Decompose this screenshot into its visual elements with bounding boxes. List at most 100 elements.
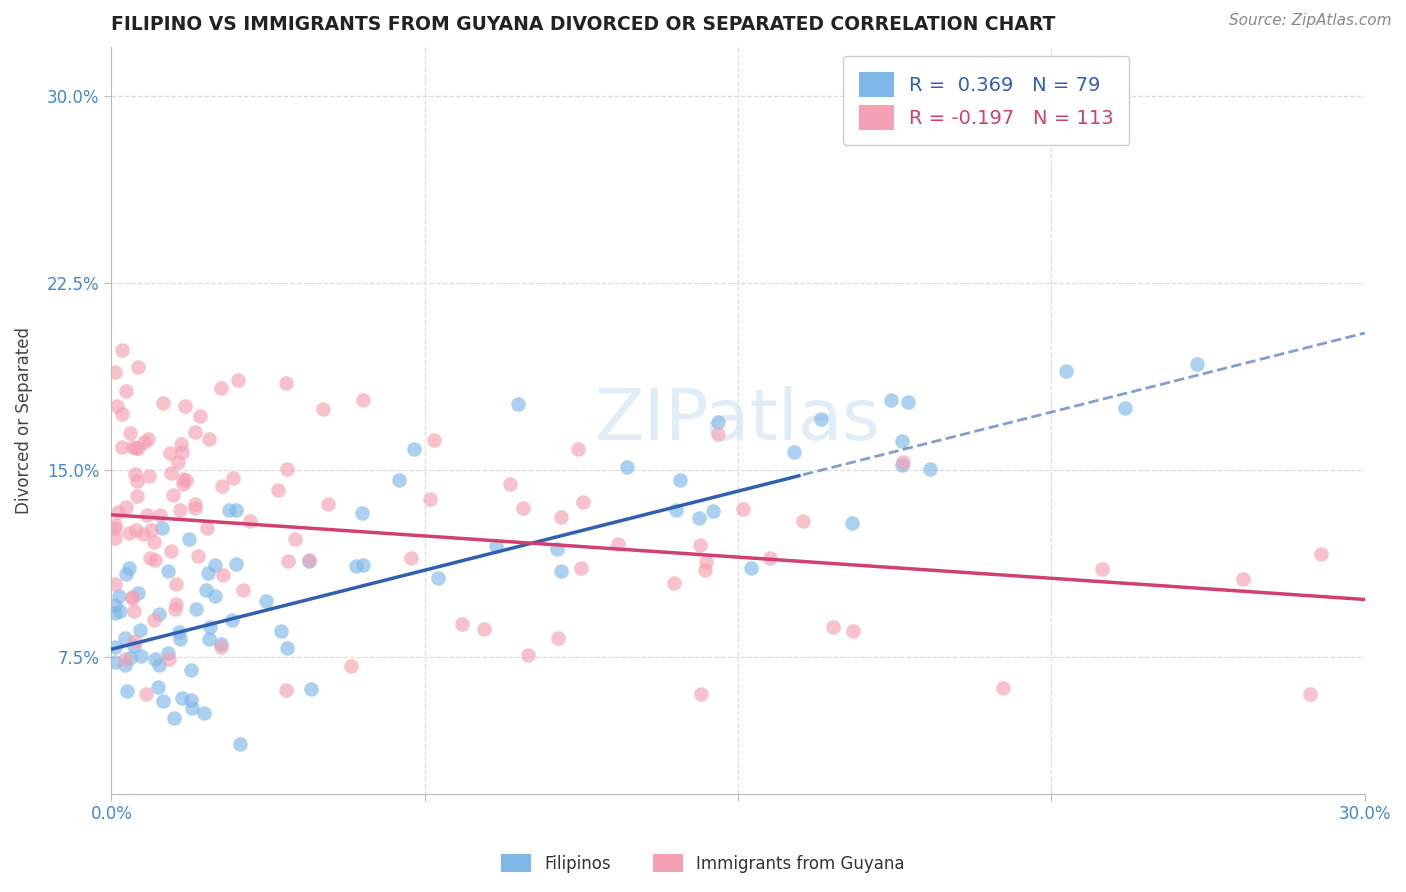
Point: [183, 425, 205, 440]
Point: [695, 555, 717, 569]
Point: [169, 503, 191, 517]
Point: [188, 409, 211, 424]
Point: [897, 395, 920, 409]
Point: [125, 489, 148, 503]
Point: [311, 401, 333, 416]
Point: [668, 473, 690, 487]
Point: [571, 561, 593, 575]
Point: [170, 437, 193, 451]
Point: [159, 446, 181, 460]
Point: [124, 467, 146, 482]
Point: [485, 539, 508, 553]
Point: [114, 500, 136, 515]
Point: [1232, 572, 1254, 586]
Point: [299, 682, 322, 697]
Point: [107, 505, 129, 519]
Point: [105, 399, 128, 413]
Point: [891, 455, 914, 469]
Legend: R =  0.369   N = 79, R = -0.197   N = 113: R = 0.369 N = 79, R = -0.197 N = 113: [844, 56, 1129, 145]
Point: [572, 495, 595, 509]
Point: [1299, 687, 1322, 701]
Point: [567, 442, 589, 456]
Point: [841, 516, 863, 530]
Point: [127, 586, 149, 600]
Point: [135, 687, 157, 701]
Point: [225, 503, 247, 517]
Point: [689, 538, 711, 552]
Point: [108, 604, 131, 618]
Point: [426, 571, 449, 585]
Point: [211, 637, 233, 651]
Point: [225, 557, 247, 571]
Point: [352, 393, 374, 408]
Point: [693, 563, 716, 577]
Point: [688, 511, 710, 525]
Point: [124, 633, 146, 648]
Point: [823, 619, 845, 633]
Point: [169, 625, 191, 640]
Point: [111, 440, 134, 454]
Point: [339, 659, 361, 673]
Point: [138, 469, 160, 483]
Point: [209, 640, 232, 654]
Point: [186, 602, 208, 616]
Point: [127, 442, 149, 456]
Point: [135, 508, 157, 522]
Point: [232, 582, 254, 597]
Point: [274, 682, 297, 697]
Point: [114, 631, 136, 645]
Text: Source: ZipAtlas.com: Source: ZipAtlas.com: [1229, 13, 1392, 29]
Point: [1091, 562, 1114, 576]
Point: [270, 624, 292, 639]
Point: [228, 737, 250, 751]
Point: [132, 434, 155, 449]
Point: [165, 597, 187, 611]
Point: [163, 711, 186, 725]
Point: [547, 632, 569, 646]
Point: [550, 564, 572, 578]
Point: [122, 440, 145, 454]
Point: [152, 694, 174, 708]
Point: [129, 648, 152, 663]
Point: [104, 520, 127, 534]
Point: [759, 551, 782, 566]
Point: [195, 583, 218, 598]
Point: [276, 640, 298, 655]
Point: [388, 473, 411, 487]
Point: [218, 503, 240, 517]
Point: [221, 470, 243, 484]
Point: [198, 632, 221, 646]
Point: [276, 462, 298, 476]
Point: [143, 651, 166, 665]
Point: [104, 577, 127, 591]
Point: [198, 432, 221, 446]
Point: [165, 577, 187, 591]
Point: [1187, 357, 1209, 371]
Point: [139, 551, 162, 566]
Point: [195, 521, 218, 535]
Point: [136, 432, 159, 446]
Point: [451, 616, 474, 631]
Point: [352, 558, 374, 572]
Point: [172, 477, 194, 491]
Point: [474, 623, 496, 637]
Point: [148, 657, 170, 672]
Point: [419, 491, 441, 506]
Point: [211, 567, 233, 582]
Point: [159, 466, 181, 480]
Point: [117, 561, 139, 575]
Point: [170, 444, 193, 458]
Point: [344, 558, 367, 573]
Point: [890, 458, 912, 472]
Point: [180, 693, 202, 707]
Point: [157, 646, 180, 660]
Point: [193, 706, 215, 720]
Point: [143, 553, 166, 567]
Point: [512, 501, 534, 516]
Point: [506, 396, 529, 410]
Point: [298, 553, 321, 567]
Point: [920, 462, 942, 476]
Point: [810, 412, 832, 426]
Point: [165, 602, 187, 616]
Point: [169, 632, 191, 646]
